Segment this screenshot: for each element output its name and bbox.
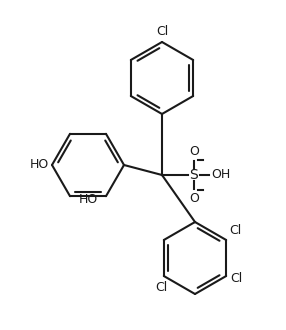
Text: OH: OH bbox=[211, 169, 230, 182]
Text: O: O bbox=[189, 145, 199, 158]
Text: HO: HO bbox=[30, 158, 49, 172]
Text: Cl: Cl bbox=[229, 224, 241, 237]
Text: Cl: Cl bbox=[156, 25, 168, 38]
Text: S: S bbox=[190, 168, 198, 182]
Text: HO: HO bbox=[79, 193, 98, 206]
Text: O: O bbox=[189, 192, 199, 205]
Text: Cl: Cl bbox=[156, 281, 168, 294]
Text: Cl: Cl bbox=[230, 272, 243, 284]
